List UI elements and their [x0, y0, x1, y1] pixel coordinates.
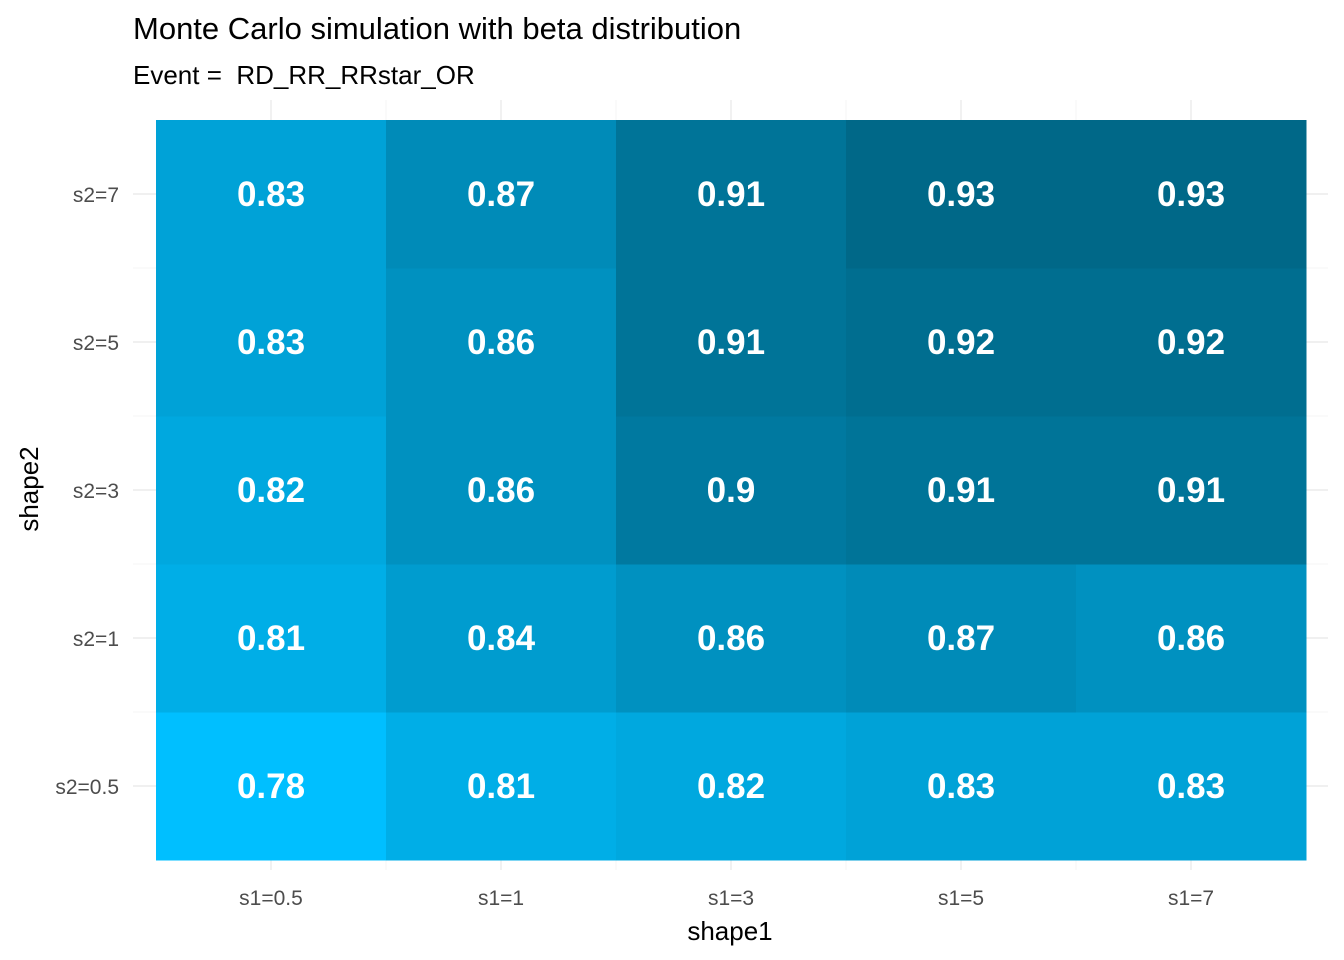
heatmap-cell — [1076, 712, 1307, 861]
cell-value-label: 0.91 — [697, 323, 765, 362]
heatmap-cell — [156, 564, 387, 713]
cell-value-label: 0.86 — [467, 471, 535, 510]
cell-value-label: 0.93 — [1157, 175, 1225, 214]
heatmap-cell — [846, 268, 1077, 417]
x-tick-label: s1=5 — [938, 887, 984, 910]
heatmap-cell — [386, 120, 617, 269]
x-axis-title: shape1 — [687, 916, 772, 946]
cell-value-label: 0.83 — [927, 767, 995, 806]
chart-title: Monte Carlo simulation with beta distrib… — [133, 11, 742, 46]
heatmap-cell — [846, 564, 1077, 713]
cell-value-label: 0.82 — [697, 767, 765, 806]
cell-value-label: 0.92 — [1157, 323, 1225, 362]
cell-value-label: 0.93 — [927, 175, 995, 214]
cell-value-label: 0.92 — [927, 323, 995, 362]
y-tick-label: s2=1 — [73, 628, 119, 651]
x-tick-label: s1=7 — [1168, 887, 1214, 910]
heatmap-cell — [156, 416, 387, 565]
heatmap-cell — [156, 268, 387, 417]
heatmap-cell — [616, 120, 847, 269]
cell-value-labels: 0.78 0.81 0.82 0.83 0.83 0.81 0.84 0.86 0.87 0.86… — [237, 175, 1225, 806]
cell-value-label: 0.81 — [467, 767, 535, 806]
heatmap-cell — [616, 268, 847, 417]
cell-value-label: 0.83 — [237, 323, 305, 362]
heatmap-cell — [386, 564, 617, 713]
chart-subtitle: Event = RD_RR_RRstar_OR — [133, 60, 475, 90]
cell-value-label: 0.86 — [1157, 619, 1225, 658]
heatmap-cell — [386, 268, 617, 417]
cell-value-label: 0.91 — [927, 471, 995, 510]
y-tick-label: s2=0.5 — [55, 776, 119, 799]
x-tick-label: s1=1 — [478, 887, 524, 910]
heatmap-cell — [1076, 268, 1307, 417]
cell-value-label: 0.84 — [467, 619, 536, 658]
heatmap-cell — [386, 416, 617, 565]
heatmap-cells — [156, 120, 1307, 861]
cell-value-label: 0.87 — [467, 175, 535, 214]
cell-value-label: 0.78 — [237, 767, 305, 806]
y-tick-label: s2=3 — [73, 480, 119, 503]
x-tick-label: s1=0.5 — [239, 887, 303, 910]
cell-value-label: 0.83 — [237, 175, 305, 214]
cell-value-label: 0.87 — [927, 619, 995, 658]
heatmap-cell — [846, 416, 1077, 565]
cell-value-label: 0.91 — [697, 175, 765, 214]
x-tick-labels: s1=0.5 s1=1 s1=3 s1=5 s1=7 — [239, 887, 1214, 910]
heatmap-cell — [846, 712, 1077, 861]
cell-value-label: 0.86 — [697, 619, 765, 658]
heatmap-cell — [156, 712, 387, 861]
heatmap-cell — [616, 712, 847, 861]
y-tick-labels: s2=0.5 s2=1 s2=3 s2=5 s2=7 — [55, 184, 119, 799]
heatmap-cell — [616, 564, 847, 713]
heatmap-cell — [616, 416, 847, 565]
cell-value-label: 0.82 — [237, 471, 305, 510]
heatmap-cell — [1076, 416, 1307, 565]
cell-value-label: 0.83 — [1157, 767, 1225, 806]
y-axis-title: shape2 — [14, 446, 44, 531]
heatmap-cell — [386, 712, 617, 861]
cell-value-label: 0.86 — [467, 323, 535, 362]
cell-value-label: 0.81 — [237, 619, 305, 658]
heatmap-cell — [846, 120, 1077, 269]
heatmap-cell — [1076, 120, 1307, 269]
x-tick-label: s1=3 — [708, 887, 754, 910]
heatmap-cell — [156, 120, 387, 269]
cell-value-label: 0.91 — [1157, 471, 1225, 510]
y-tick-label: s2=5 — [73, 332, 119, 355]
cell-value-label: 0.9 — [707, 471, 756, 510]
heatmap-cell — [1076, 564, 1307, 713]
y-tick-label: s2=7 — [73, 184, 119, 207]
